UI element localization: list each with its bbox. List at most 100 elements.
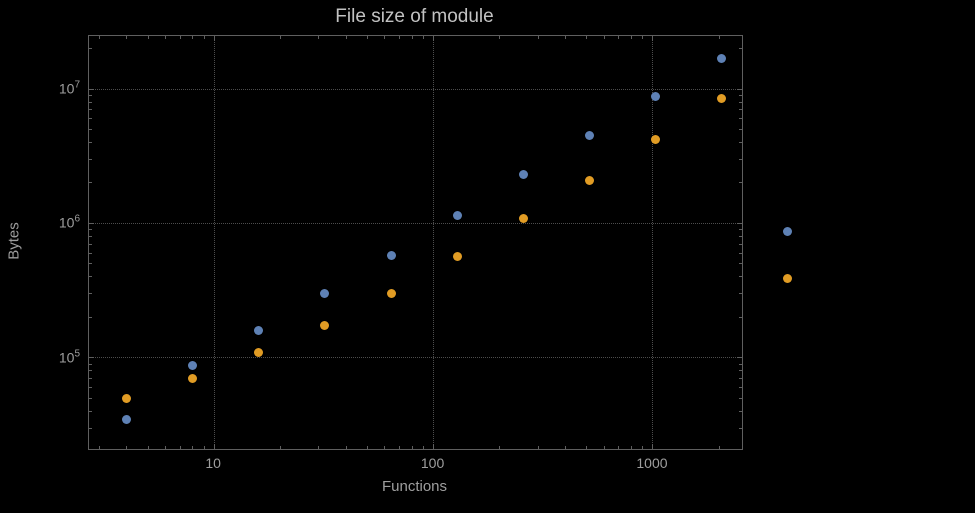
tick-mark [164,446,166,449]
tick-mark [213,36,215,41]
tick-mark [739,109,742,111]
tick-mark [89,397,92,399]
data-point [518,170,528,180]
chart-title: File size of module [335,6,494,27]
data-point [716,53,726,63]
tick-mark [89,109,92,111]
tick-mark [433,36,435,41]
data-point [254,325,264,335]
tick-mark [618,36,620,39]
tick-mark [739,118,742,120]
data-point [716,94,726,103]
grid-line-horizontal [89,88,742,90]
tick-mark [739,427,742,429]
tick-mark [384,36,386,39]
tick-mark [399,446,401,449]
tick-mark [718,36,720,39]
tick-mark [652,444,654,449]
y-tick-exponent: 6 [74,214,80,226]
tick-mark [89,252,92,254]
tick-mark [89,142,92,144]
tick-mark [98,446,100,449]
tick-mark [739,263,742,265]
tick-mark [345,446,347,449]
tick-mark [739,158,742,160]
tick-mark [147,446,149,449]
tick-mark [631,446,633,449]
tick-mark [739,276,742,278]
tick-mark [89,316,92,318]
tick-mark [89,378,92,380]
tick-mark [126,36,128,39]
tick-mark [499,446,501,449]
y-tick-exponent: 5 [74,348,80,360]
tick-mark [89,101,92,103]
tick-mark [89,235,92,237]
tick-mark [89,158,92,160]
tick-mark [89,363,92,365]
tick-mark [739,378,742,380]
data-point [122,414,132,424]
tick-mark [192,446,194,449]
tick-mark [203,446,205,449]
tick-mark [739,128,742,130]
tick-mark [89,370,92,372]
tick-mark [739,94,742,96]
x-tick-label: 100 [420,455,445,471]
tick-mark [642,36,644,39]
tick-mark [213,444,215,449]
tick-mark [367,446,368,449]
tick-mark [739,370,742,372]
tick-mark [89,410,92,412]
tick-mark [718,446,720,449]
data-point [452,251,462,261]
tick-mark [739,243,742,245]
tick-mark [537,36,539,39]
grid-line-vertical [652,36,654,449]
tick-mark [739,182,742,184]
data-point [584,175,594,185]
tick-mark [739,142,742,144]
data-point [386,250,396,260]
tick-mark [89,182,92,184]
tick-mark [192,36,194,39]
grid-line-vertical [433,36,435,449]
tick-mark [179,36,181,39]
tick-mark [739,397,742,399]
tick-mark [739,229,742,231]
data-point [518,214,528,224]
tick-mark [279,446,281,449]
data-point [782,273,792,283]
tick-mark [586,36,588,39]
tick-mark [737,88,742,90]
tick-mark [318,446,320,449]
data-point [320,320,330,330]
x-axis-label: Functions [381,478,448,495]
tick-mark [618,446,620,449]
tick-mark [89,387,92,389]
grid-line-vertical [213,36,215,449]
tick-mark [367,36,368,39]
tick-mark [739,316,742,318]
data-point [122,393,132,403]
tick-mark [603,36,605,39]
tick-mark [89,293,92,295]
data-point [320,289,330,299]
tick-mark [279,36,281,39]
grid-line-horizontal [89,222,742,224]
tick-mark [164,36,166,39]
tick-mark [565,36,567,39]
tick-mark [652,36,654,41]
data-point [386,289,396,299]
x-tick-label: 10 [205,455,221,471]
data-point [782,227,792,237]
tick-mark [642,446,644,449]
tick-mark [89,88,94,90]
y-tick-label: 107 [58,79,80,97]
data-point [650,135,660,145]
tick-mark [89,222,94,224]
tick-mark [126,446,128,449]
data-point [584,131,594,141]
grid-line-horizontal [89,357,742,359]
